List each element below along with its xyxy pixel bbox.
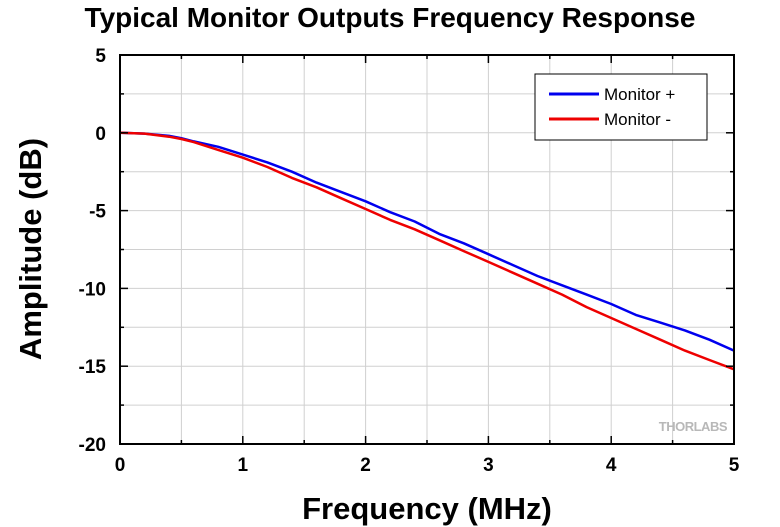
x-tick-label: 2 [360, 455, 371, 476]
chart-title: Typical Monitor Outputs Frequency Respon… [84, 2, 696, 33]
series-line-monitor-plus [119, 131, 735, 352]
y-tick-label: -15 [79, 357, 107, 378]
y-tick-label: -5 [89, 202, 106, 223]
y-tick-label: -10 [79, 279, 106, 300]
y-tick-label: 5 [95, 46, 106, 67]
y-tick-label: -20 [79, 435, 106, 456]
legend-box [534, 73, 708, 141]
ticks: 0 1 2 3 4 5 5 0 -5 -10 -15 -20 [79, 46, 740, 476]
x-tick-label: 3 [483, 455, 494, 476]
legend-label: Monitor - [604, 110, 671, 129]
series-layer [119, 131, 735, 371]
thorlabs-watermark: THORLABS [659, 419, 728, 434]
legend: Monitor + Monitor - [534, 73, 708, 141]
y-axis-title: Amplitude (dB) [13, 138, 48, 360]
x-tick-label: 4 [606, 455, 617, 476]
x-tick-label: 1 [238, 455, 249, 476]
x-tick-label: 5 [729, 455, 740, 476]
y-tick-label: 0 [95, 124, 106, 145]
x-axis-title: Frequency (MHz) [302, 491, 552, 526]
series-line-monitor-minus [119, 131, 735, 371]
legend-label: Monitor + [604, 85, 675, 104]
x-tick-label: 0 [115, 455, 126, 476]
